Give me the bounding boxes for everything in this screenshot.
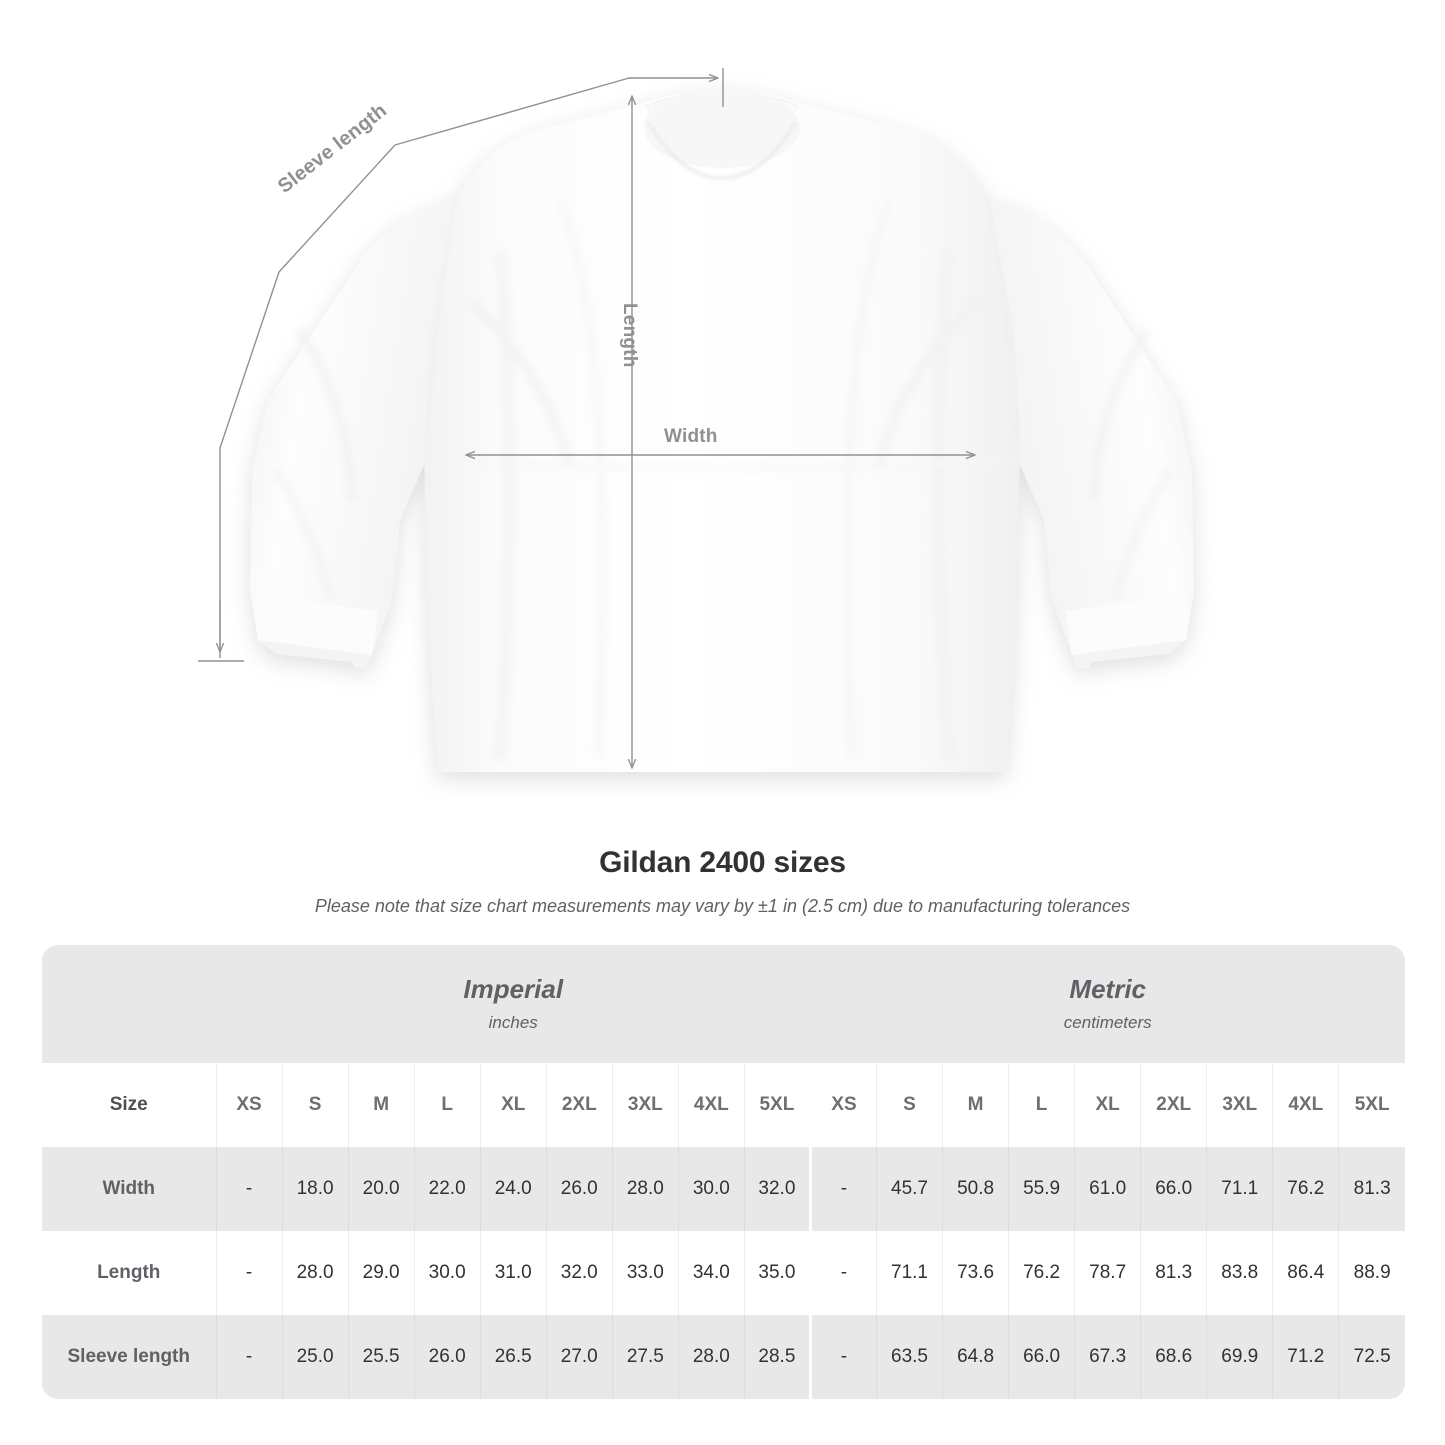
row-label-width: Width <box>42 1147 217 1231</box>
size-header-imperial-5xl: 5XL <box>744 1063 812 1147</box>
cell-sleeve-length-metric-3xl: 69.9 <box>1206 1315 1274 1399</box>
cell-sleeve-length-imperial-s: 25.0 <box>282 1315 349 1399</box>
cell-sleeve-length-imperial-3xl: 27.5 <box>612 1315 679 1399</box>
cell-length-metric-4xl: 86.4 <box>1272 1231 1340 1315</box>
size-header-imperial-m: M <box>348 1063 415 1147</box>
garment-illustration <box>250 88 1194 772</box>
length-label: Length <box>619 303 640 368</box>
cell-length-metric-m: 73.6 <box>942 1231 1010 1315</box>
cell-width-metric-m: 50.8 <box>942 1147 1010 1231</box>
cell-length-metric-l: 76.2 <box>1008 1231 1076 1315</box>
unit-section-name: Imperial <box>463 973 564 1004</box>
size-header-imperial-2xl: 2XL <box>546 1063 613 1147</box>
cell-length-metric-5xl: 88.9 <box>1338 1231 1405 1315</box>
size-header-imperial-l: L <box>414 1063 481 1147</box>
cell-width-imperial-m: 20.0 <box>348 1147 415 1231</box>
unit-band-row: Imperial inches Metric centimeters <box>42 945 1405 1063</box>
cell-width-imperial-3xl: 28.0 <box>612 1147 679 1231</box>
cell-sleeve-length-imperial-m: 25.5 <box>348 1315 415 1399</box>
cell-width-imperial-2xl: 26.0 <box>546 1147 613 1231</box>
cell-sleeve-length-metric-s: 63.5 <box>876 1315 944 1399</box>
cell-sleeve-length-metric-2xl: 68.6 <box>1140 1315 1208 1399</box>
cell-width-metric-2xl: 66.0 <box>1140 1147 1208 1231</box>
table-row: Sleeve length -25.0 25.5 26.0 26.5 27.0 27.5 28… <box>42 1315 1405 1399</box>
cell-sleeve-length-metric-5xl: 72.5 <box>1338 1315 1405 1399</box>
cell-length-imperial-5xl: 35.0 <box>744 1231 812 1315</box>
cell-length-imperial-2xl: 32.0 <box>546 1231 613 1315</box>
cell-width-imperial-4xl: 30.0 <box>678 1147 745 1231</box>
size-header-imperial-3xl: 3XL <box>612 1063 679 1147</box>
table-row: Width -18.0 20.0 22.0 24.0 26.0 28.0 30.0 32.0-4… <box>42 1147 1405 1231</box>
cell-sleeve-length-imperial-5xl: 28.5 <box>744 1315 812 1399</box>
cell-length-metric-xs: - <box>810 1231 877 1315</box>
unit-section-metric: Metric centimeters <box>810 945 1405 1063</box>
chart-heading: Gildan 2400 sizes Please note that size … <box>0 846 1445 917</box>
tolerance-note: Please note that size chart measurements… <box>314 896 1131 916</box>
cell-width-imperial-xs: - <box>216 1147 283 1231</box>
size-header-metric-4xl: 4XL <box>1272 1063 1340 1147</box>
size-header-metric-m: M <box>942 1063 1010 1147</box>
cell-width-imperial-l: 22.0 <box>414 1147 481 1231</box>
cell-length-metric-3xl: 83.8 <box>1206 1231 1274 1315</box>
cell-length-metric-2xl: 81.3 <box>1140 1231 1208 1315</box>
size-header-metric-xl: XL <box>1074 1063 1142 1147</box>
unit-section-imperial: Imperial inches <box>216 945 811 1063</box>
cell-length-imperial-m: 29.0 <box>348 1231 415 1315</box>
cell-length-imperial-l: 30.0 <box>414 1231 481 1315</box>
cell-sleeve-length-imperial-4xl: 28.0 <box>678 1315 745 1399</box>
garment-diagram: Sleeve length Length Width <box>198 68 1445 830</box>
cell-sleeve-length-imperial-xl: 26.5 <box>480 1315 547 1399</box>
sleeve-length-dimension <box>198 68 724 662</box>
size-header-row: Size XS S M L XL 2XL 3XL 4XL 5XL XS S M L XL 2XL 3XL 4XL 5… <box>42 1063 1405 1147</box>
cell-width-metric-4xl: 76.2 <box>1272 1147 1340 1231</box>
page-title: Gildan 2400 sizes <box>599 846 846 879</box>
size-chart-table: Imperial inches Metric centimeters Size XS S M L… <box>42 945 1405 1399</box>
cell-width-metric-xs: - <box>810 1147 877 1231</box>
size-header-label: Size <box>42 1063 217 1147</box>
cell-sleeve-length-metric-l: 66.0 <box>1008 1315 1076 1399</box>
size-header-imperial-xl: XL <box>480 1063 547 1147</box>
width-label: Width <box>664 426 718 447</box>
row-label-length: Length <box>42 1231 217 1315</box>
size-header-imperial-4xl: 4XL <box>678 1063 745 1147</box>
unit-section-subtitle: centimeters <box>1063 1013 1152 1033</box>
cell-width-metric-3xl: 71.1 <box>1206 1147 1274 1231</box>
cell-width-imperial-xl: 24.0 <box>480 1147 547 1231</box>
size-header-metric-l: L <box>1008 1063 1076 1147</box>
cell-length-imperial-xl: 31.0 <box>480 1231 547 1315</box>
table-row: Length -28.0 29.0 30.0 31.0 32.0 33.0 34.0 35.0-… <box>42 1231 1405 1315</box>
cell-length-imperial-3xl: 33.0 <box>612 1231 679 1315</box>
cell-width-imperial-s: 18.0 <box>282 1147 349 1231</box>
measurement-annotations <box>198 68 1445 830</box>
cell-length-metric-xl: 78.7 <box>1074 1231 1142 1315</box>
cell-length-imperial-xs: - <box>216 1231 283 1315</box>
cell-width-metric-5xl: 81.3 <box>1338 1147 1405 1231</box>
unit-section-subtitle: inches <box>488 1013 538 1033</box>
unit-band-spacer <box>42 945 216 1063</box>
cell-sleeve-length-metric-m: 64.8 <box>942 1315 1010 1399</box>
cell-length-imperial-s: 28.0 <box>282 1231 349 1315</box>
cell-sleeve-length-imperial-xs: - <box>216 1315 283 1399</box>
cell-sleeve-length-metric-4xl: 71.2 <box>1272 1315 1340 1399</box>
size-header-metric-5xl: 5XL <box>1338 1063 1405 1147</box>
cell-sleeve-length-metric-xs: - <box>810 1315 877 1399</box>
cell-width-metric-l: 55.9 <box>1008 1147 1076 1231</box>
cell-width-metric-s: 45.7 <box>876 1147 944 1231</box>
cell-width-metric-xl: 61.0 <box>1074 1147 1142 1231</box>
size-header-imperial-s: S <box>282 1063 349 1147</box>
row-label-sleeve-length: Sleeve length <box>42 1315 217 1399</box>
unit-section-name: Metric <box>1069 973 1146 1004</box>
size-header-imperial-xs: XS <box>216 1063 283 1147</box>
size-header-metric-xs: XS <box>810 1063 877 1147</box>
cell-length-imperial-4xl: 34.0 <box>678 1231 745 1315</box>
cell-sleeve-length-imperial-2xl: 27.0 <box>546 1315 613 1399</box>
cell-sleeve-length-imperial-l: 26.0 <box>414 1315 481 1399</box>
cell-sleeve-length-metric-xl: 67.3 <box>1074 1315 1142 1399</box>
size-header-metric-s: S <box>876 1063 944 1147</box>
size-header-metric-2xl: 2XL <box>1140 1063 1208 1147</box>
size-header-metric-3xl: 3XL <box>1206 1063 1274 1147</box>
cell-width-imperial-5xl: 32.0 <box>744 1147 812 1231</box>
cell-length-metric-s: 71.1 <box>876 1231 944 1315</box>
